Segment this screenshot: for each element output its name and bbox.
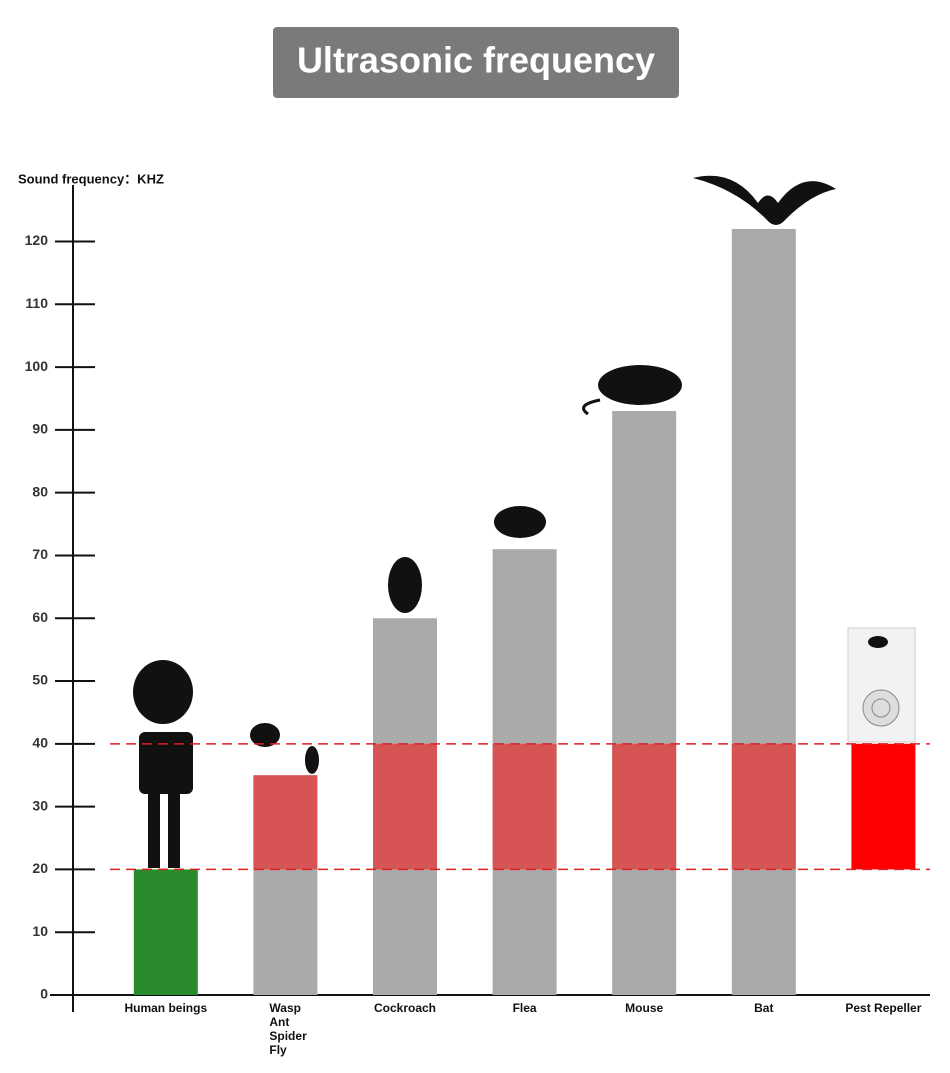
person-leg <box>168 790 180 868</box>
y-tick-label: 40 <box>32 735 48 751</box>
y-axis-label: Sound frequency：KHZ <box>18 171 164 186</box>
band-segment <box>492 743 557 870</box>
person-leg <box>148 790 160 868</box>
band-segment <box>253 775 318 870</box>
silhouettes <box>133 175 836 868</box>
y-tick-label: 20 <box>32 860 48 876</box>
mouse <box>598 365 682 405</box>
band-segment <box>731 743 796 870</box>
person-head <box>133 660 193 724</box>
y-tick-label: 10 <box>32 923 48 939</box>
device-speaker-ring <box>871 698 891 718</box>
y-tick-label: 120 <box>25 232 49 248</box>
repeller-device <box>847 627 916 743</box>
y-tick-label: 60 <box>32 609 48 625</box>
x-tick-label: Cockroach <box>373 1001 437 1015</box>
y-tick-label: 80 <box>32 483 48 499</box>
device-logo <box>868 636 888 648</box>
x-tick-label: Pest Repeller <box>845 1001 922 1015</box>
x-tick-label: Flea <box>512 1001 537 1015</box>
cockroach <box>388 557 422 613</box>
y-tick-label: 90 <box>32 421 48 437</box>
bar <box>731 228 796 995</box>
band-segment <box>612 743 677 870</box>
band-segment <box>373 743 437 870</box>
x-tick-label: Wasp Ant Spider Fly <box>269 1001 307 1057</box>
device-speaker <box>862 689 900 727</box>
bat <box>693 175 836 225</box>
x-tick-label: Human beings <box>124 1001 208 1015</box>
y-tick-label: 30 <box>32 797 48 813</box>
bar <box>851 743 916 870</box>
flea <box>494 506 546 538</box>
y-tick-label: 70 <box>32 546 48 562</box>
title-box <box>273 27 679 98</box>
x-tick-label: Mouse <box>625 1001 664 1015</box>
y-tick-label: 100 <box>25 358 49 374</box>
ant <box>305 746 319 774</box>
chart-title: Ultrasonic frequency <box>297 40 655 81</box>
mouse-tail <box>582 398 601 416</box>
y-tick-label: 0 <box>40 986 48 1002</box>
person-body <box>139 732 193 794</box>
spider <box>250 723 280 747</box>
bars <box>133 228 916 995</box>
y-tick-label: 110 <box>25 295 48 311</box>
bar <box>612 411 677 995</box>
y-tick-label: 50 <box>32 672 48 688</box>
x-tick-label: Bat <box>754 1001 774 1015</box>
bar <box>133 869 198 995</box>
